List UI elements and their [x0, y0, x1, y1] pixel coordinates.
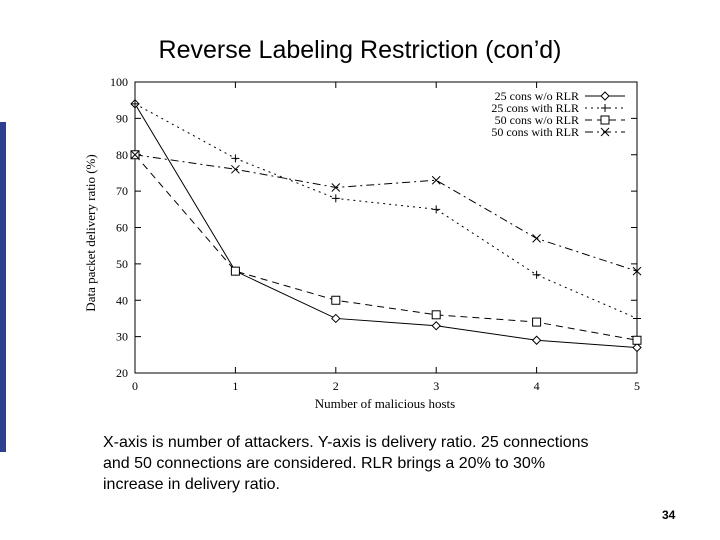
data-point-s2-x2 [331, 194, 340, 203]
data-point-s4-x5 [632, 266, 642, 276]
data-point-s1-x2 [331, 313, 341, 324]
data-point-s2-x3 [432, 205, 441, 214]
x-tick-label: 2 [333, 379, 339, 393]
legend-label-2: 25 cons with RLR [491, 101, 579, 115]
data-point-s3-x2 [331, 295, 341, 305]
x-axis-label: Number of malicious hosts [315, 396, 455, 411]
data-point-s4-x1 [231, 164, 240, 174]
data-point-s2-x5 [633, 314, 641, 323]
legend-marker-1 [600, 91, 610, 101]
y-tick-label: 60 [116, 221, 128, 235]
data-point-s4-x0 [130, 150, 140, 160]
y-tick-label: 80 [116, 148, 128, 162]
x-tick-label: 1 [232, 379, 238, 393]
legend-label-1: 25 cons w/o RLR [495, 89, 579, 103]
data-point-s3-x3 [431, 310, 441, 320]
left-accent-bar [0, 122, 6, 452]
data-point-s2-x0 [131, 99, 139, 108]
line-chart: 20 30 40 50 60 70 80 90 100 0 1 2 3 4 5 25 cons w/o RL… [83, 75, 642, 411]
page-number: 34 [662, 508, 676, 522]
data-point-s2-x4 [532, 270, 541, 279]
y-tick-label: 50 [116, 257, 128, 271]
series-line-1 [134, 103, 638, 349]
y-axis-label: Data packet delivery ratio (%) [83, 154, 98, 311]
data-point-s3-x4 [532, 317, 542, 327]
legend-marker-4 [600, 127, 610, 137]
legend-label-3: 50 cons w/o RLR [495, 113, 579, 127]
x-tick-label: 5 [634, 379, 640, 393]
data-point-s3-x5 [632, 335, 642, 345]
series-line-3 [134, 154, 638, 341]
legend-marker-3 [600, 115, 610, 125]
x-tick-label: 4 [534, 379, 540, 393]
y-tick-label: 30 [116, 330, 128, 344]
y-tick-label: 70 [116, 184, 128, 198]
data-point-s2-x1 [231, 154, 240, 163]
series-line-4 [134, 154, 638, 272]
data-point-s4-x2 [331, 183, 341, 192]
data-point-s3-x1 [230, 266, 240, 276]
y-tick-label: 90 [116, 111, 128, 125]
x-tick-label: 0 [132, 379, 138, 393]
data-point-s1-x3 [431, 321, 441, 331]
legend-label-4: 50 cons with RLR [491, 125, 579, 139]
x-tick-label: 3 [433, 379, 439, 393]
data-point-s4-x3 [431, 175, 441, 185]
data-point-s1-x4 [531, 335, 542, 345]
slide-title: Reverse Labeling Restriction (con’d) [158, 36, 562, 64]
legend-marker-2 [601, 104, 609, 112]
y-tick-label: 40 [116, 293, 128, 307]
y-tick-label: 20 [116, 366, 128, 380]
data-point-s4-x4 [532, 234, 541, 243]
data-point-s1-x5 [632, 342, 642, 353]
slide-caption: X-axis is number of attackers. Y-axis is… [103, 434, 589, 493]
y-tick-label: 100 [110, 75, 128, 89]
